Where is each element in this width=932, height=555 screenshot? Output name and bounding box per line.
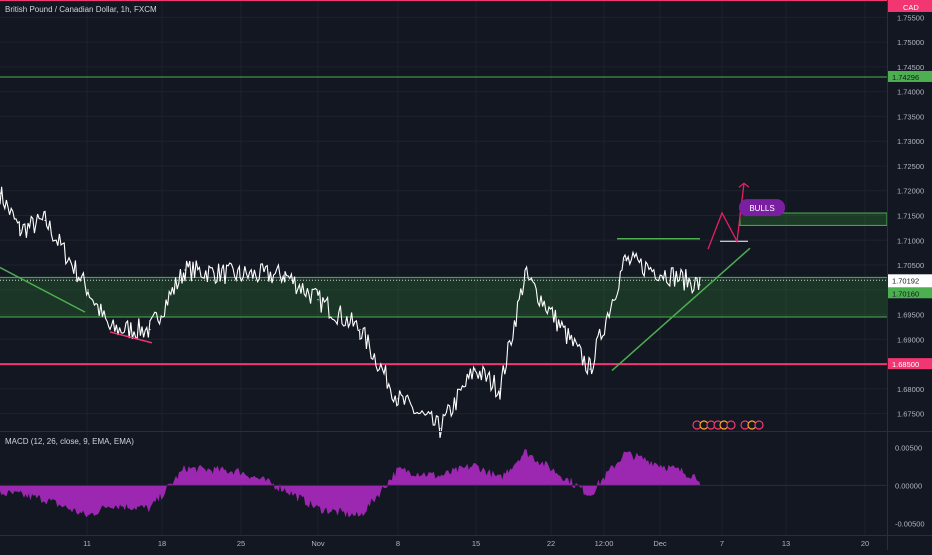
time-tick: 12:00 [595,539,614,548]
svg-text:1.74296: 1.74296 [892,73,919,82]
price-point [19,229,21,231]
macd-scale[interactable]: 0.00500 0.00000 -0.00500 [895,443,925,528]
price-point [524,274,526,276]
ascending-trendline[interactable] [611,247,751,372]
time-tick: 18 [158,539,166,548]
price-point [284,274,286,276]
macd-title: MACD (12, 26, close, 9, EMA, EMA) [5,437,134,446]
time-tick: 22 [547,539,555,548]
price-tick: 1.69000 [897,335,924,344]
trendline-down[interactable] [0,266,86,313]
price-tick: 1.71000 [897,236,924,245]
time-axis[interactable]: 11 18 25 Nov 8 15 22 12:00 Dec 7 13 20 [83,539,869,548]
price-point [624,259,626,261]
trendline-low[interactable] [109,331,153,344]
price-point [699,284,701,286]
price-point [589,368,591,370]
symbol-title: British Pound / Canadian Dollar, 1h, FXC… [5,5,157,14]
price-series [0,186,701,439]
time-tick: 25 [237,539,245,548]
bulls-label-bg [739,199,785,217]
price-tick: 1.70500 [897,261,924,270]
macd-histogram [0,448,701,518]
bulls-label[interactable]: BULLS [739,199,785,217]
time-tick: 13 [782,539,790,548]
horizontal-levels[interactable] [0,0,887,366]
event-marker[interactable] [726,420,736,430]
price-point [109,328,111,331]
price-point [44,219,46,222]
price-point [184,269,186,271]
macd-tick: 0.00500 [895,443,922,452]
price-tick: 1.73500 [897,112,924,121]
price-tick: 1.68000 [897,385,924,394]
currency-tag: CAD [888,0,932,12]
price-tick: 1.73000 [897,137,924,146]
bulls-label-text: BULLS [749,204,774,213]
price-point [499,388,501,390]
price-point [359,328,361,331]
svg-text:1.70160: 1.70160 [892,289,919,298]
time-tick: 8 [396,539,400,548]
green-level-label: 1.74296 [888,70,932,82]
svg-text:CAD: CAD [903,3,919,12]
price-point [239,274,241,276]
event-marker[interactable] [754,420,764,430]
price-point [0,192,1,194]
support-label: 1.68500 [888,358,932,370]
zone-price-label: 1.70160 [888,287,932,299]
macd-tick: -0.00500 [895,520,925,529]
price-point [87,289,89,291]
price-tick: 1.75000 [897,38,924,47]
last-price-label: 1.70192 [888,274,932,286]
drawings[interactable]: BULLS [0,182,785,430]
time-tick: 7 [720,539,724,548]
price-point [149,328,151,331]
time-tick: Nov [311,539,325,548]
price-point [317,299,319,301]
price-tick: 1.72000 [897,187,924,196]
price-tick: 1.74000 [897,88,924,97]
price-tick: 1.74500 [897,63,924,72]
svg-text:1.68500: 1.68500 [892,360,919,369]
macd-tick: 0.00000 [895,481,922,490]
projection-arrowhead [738,182,750,188]
macd-pane [0,448,887,518]
time-tick: 15 [472,539,480,548]
price-point [397,398,399,400]
price-tick: 1.67500 [897,410,924,419]
price-tick: 1.75500 [897,13,924,22]
price-tick: 1.69500 [897,311,924,320]
price-point [439,427,441,430]
time-tick: Dec [653,539,667,548]
price-point [474,368,476,370]
candles [0,186,701,439]
demand-zone[interactable] [0,277,887,318]
svg-text:1.70192: 1.70192 [892,276,919,285]
price-tick: 1.71500 [897,212,924,221]
price-tick: 1.72500 [897,162,924,171]
time-tick: 11 [83,539,91,548]
time-tick: 20 [861,539,869,548]
